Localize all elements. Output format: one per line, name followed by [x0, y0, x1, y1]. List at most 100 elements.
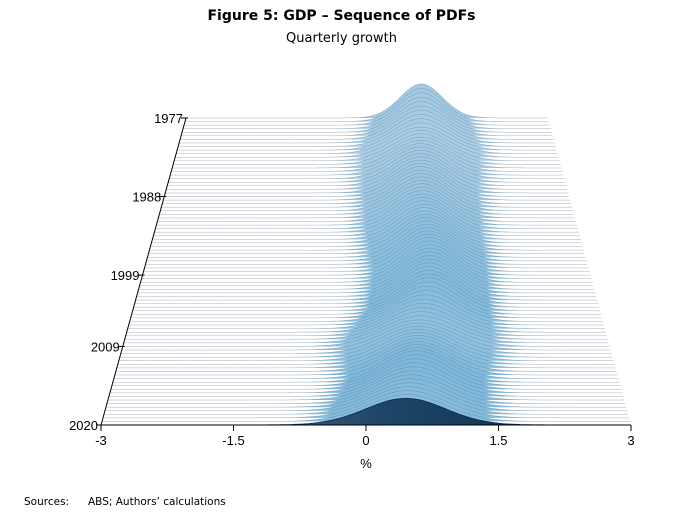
density-ridge-2000 [140, 247, 593, 283]
chart-title: Figure 5: GDP – Sequence of PDFs [207, 8, 476, 24]
ridge-line [132, 277, 601, 312]
ridge-line [184, 92, 550, 126]
x-tick-label: 1.5 [489, 433, 507, 448]
ridge-line [162, 173, 572, 204]
ridge-line [148, 220, 585, 254]
density-ridge-1994-5 [151, 210, 582, 244]
density-ridge-1983-5 [173, 136, 561, 165]
year-axis-line [100, 117, 187, 426]
ridge-fill [186, 83, 548, 118]
density-ridge-2004 [132, 277, 601, 312]
density-ridge-2006-5 [127, 298, 605, 329]
density-ridge-2001-5 [137, 259, 596, 294]
ridge-line [177, 122, 557, 151]
density-ridge-1990-5 [159, 183, 575, 215]
density-ridge-2005 [130, 286, 602, 319]
ridge-line [144, 233, 589, 269]
ridge-line [120, 325, 612, 354]
density-ridge-1996-5 [147, 224, 586, 258]
year-tick-label: 1977 [154, 111, 183, 126]
density-ridge-2005-5 [129, 290, 603, 322]
ridge-line [131, 281, 602, 315]
ridge-fill [182, 101, 552, 133]
ridge-line [108, 366, 624, 397]
ridge-line [155, 197, 578, 229]
ridge-line [136, 262, 597, 297]
year-tick-label: 2020 [69, 418, 98, 433]
ridge-line [149, 217, 584, 251]
ridge-line [133, 273, 600, 308]
ridge-line [159, 183, 575, 215]
ridge-line [116, 338, 616, 369]
ridge-line [183, 96, 551, 129]
density-ridge-2007-5 [125, 307, 607, 337]
ridge-line [147, 224, 586, 258]
ridge-line [172, 140, 562, 169]
ridge-line [163, 169, 571, 201]
ridge-line [111, 354, 621, 386]
ridge-line [161, 176, 573, 208]
density-ridge-1998-5 [143, 237, 590, 272]
density-ridge-1980-5 [179, 114, 555, 144]
density-ridge-1979-5 [181, 105, 553, 137]
ridge-line [175, 130, 559, 158]
ridge-line [170, 146, 564, 176]
density-ridge-2013-5 [113, 347, 619, 379]
ridge-line [112, 350, 620, 383]
x-axis-label: % [360, 456, 372, 471]
density-ridge-2019 [103, 390, 630, 419]
ridge-fill [181, 106, 553, 136]
density-ridge-1998 [144, 233, 589, 269]
density-ridge-1982 [176, 126, 558, 154]
ridge-line [145, 230, 588, 265]
ridge-line [160, 180, 574, 212]
ridge-line [125, 307, 607, 337]
ridge-line [153, 203, 580, 237]
density-ridge-1987-5 [165, 163, 569, 194]
density-ridge-2004-5 [131, 281, 602, 315]
density-ridge-1984-5 [171, 143, 563, 172]
ridge-line [102, 394, 630, 422]
ridge-fill [170, 147, 564, 176]
density-ridge-2013 [114, 344, 618, 376]
ridge-fill [125, 307, 607, 336]
density-ridge-2012-5 [115, 341, 617, 372]
year-tick-label: 1999 [111, 268, 140, 283]
density-ridge-1997 [146, 227, 587, 262]
density-ridge-1982-5 [175, 130, 559, 158]
ridge-fill [126, 303, 606, 333]
ridge-line [127, 298, 605, 329]
ridge-line [176, 126, 558, 154]
density-ridge-2018-5 [104, 386, 629, 415]
ridge-line [179, 114, 555, 144]
ridge-line [156, 193, 577, 226]
ridge-line [168, 153, 566, 183]
ridge-line [143, 237, 590, 272]
density-ridge-1986 [168, 153, 566, 183]
density-ridge-1995-5 [149, 217, 584, 251]
ridge-line [186, 83, 548, 119]
density-ridge-2008 [124, 311, 608, 340]
ridge-line [109, 362, 623, 394]
ridge-line [181, 105, 553, 137]
ridge-fill [177, 122, 557, 151]
ridge-fill [104, 386, 629, 415]
ridge-fill [178, 118, 556, 147]
density-ridge-2003-5 [133, 273, 600, 308]
density-ridge-1984 [172, 140, 562, 169]
ridge-line [169, 150, 565, 179]
density-ridge-1977-5 [185, 88, 549, 122]
ridge-fill [103, 390, 630, 418]
density-ridge-1999-5 [141, 244, 592, 279]
year-tick-label: 1988 [132, 190, 161, 205]
density-ridge-1997-5 [145, 230, 588, 265]
ridge-line [115, 341, 617, 372]
ridge-line [128, 294, 604, 326]
density-ridge-1989 [162, 173, 572, 204]
density-ridge-1985-5 [169, 150, 565, 179]
ridge-line [130, 286, 602, 319]
ridge-line [121, 322, 611, 351]
ridge-line [158, 186, 575, 219]
ridge-line [151, 210, 582, 244]
